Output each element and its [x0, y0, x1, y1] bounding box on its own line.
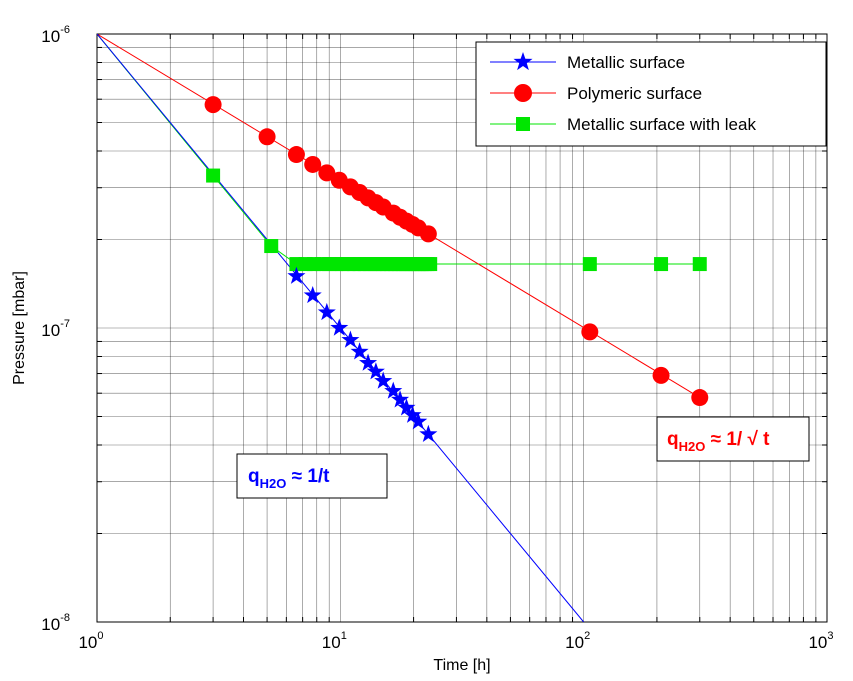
annotation-metallic-text: qH2O ≈ 1/t: [248, 466, 330, 491]
data-point-metallic: [403, 405, 422, 423]
x-tick-label: 100: [78, 630, 103, 652]
annotation-metallic-box: [236, 453, 388, 499]
data-point-polymeric: [581, 323, 599, 341]
data-point-metallic: [359, 353, 378, 371]
x-tick-label: 103: [808, 630, 833, 652]
data-point-metallic: [419, 424, 438, 442]
legend-entry-polymeric: Polymeric surface: [490, 84, 702, 103]
data-point-leak: [264, 239, 279, 254]
annotation-polymeric-box: [656, 416, 810, 462]
legend-label-polymeric: Polymeric surface: [567, 84, 702, 103]
data-point-metallic: [341, 330, 360, 348]
data-point-metallic: [409, 412, 428, 430]
data-point-metallic: [366, 362, 385, 380]
series: [97, 34, 709, 622]
data-point-polymeric: [204, 96, 222, 114]
data-point-metallic: [350, 342, 369, 360]
legend-star-marker: [513, 52, 533, 71]
legend: Metallic surface Polymeric surface Metal…: [475, 41, 827, 147]
data-point-metallic: [317, 302, 336, 321]
data-point-polymeric: [318, 164, 336, 182]
data-point-polymeric: [304, 155, 322, 173]
y-tick-label: 10-6: [41, 24, 70, 46]
x-tick-label: 102: [565, 630, 590, 652]
y-axis-label: Pressure [mbar]: [11, 271, 28, 385]
legend-label-leak: Metallic surface with leak: [567, 115, 756, 134]
legend-label-metallic: Metallic surface: [567, 53, 685, 72]
legend-entry-leak: Metallic surface with leak: [490, 115, 756, 134]
data-point-polymeric: [691, 389, 709, 407]
data-point-metallic: [374, 371, 393, 389]
data-point-leak: [206, 168, 221, 183]
legend-circle-marker: [514, 84, 532, 102]
data-point-leak: [582, 257, 597, 272]
data-point-polymeric: [419, 225, 437, 243]
data-point-metallic: [397, 398, 416, 416]
legend-square-marker: [516, 117, 530, 131]
y-tick-label: 10-7: [41, 318, 70, 340]
data-point-leak: [654, 257, 669, 272]
data-point-metallic: [384, 381, 403, 399]
y-tick-label: 10-8: [41, 612, 70, 634]
data-point-metallic: [287, 266, 306, 284]
data-point-leak: [423, 257, 438, 272]
legend-box: [475, 41, 827, 147]
data-point-metallic: [330, 318, 349, 336]
x-axis-label: Time [h]: [433, 657, 490, 674]
legend-entry-metallic: Metallic surface: [490, 52, 685, 72]
data-point-leak: [692, 257, 707, 272]
data-point-metallic: [391, 390, 410, 408]
data-point-polymeric: [652, 366, 670, 384]
data-point-polymeric: [258, 128, 276, 146]
x-tick-label: 101: [322, 630, 347, 652]
annotation-metallic: qH2O ≈ 1/t: [236, 453, 388, 499]
plot-frame: [96, 33, 828, 623]
data-point-polymeric: [287, 146, 305, 164]
annotation-polymeric: qH2O ≈ 1/ √ t: [656, 416, 810, 462]
annotation-polymeric-text: qH2O ≈ 1/ √ t: [667, 429, 770, 454]
data-point-metallic: [303, 285, 322, 304]
